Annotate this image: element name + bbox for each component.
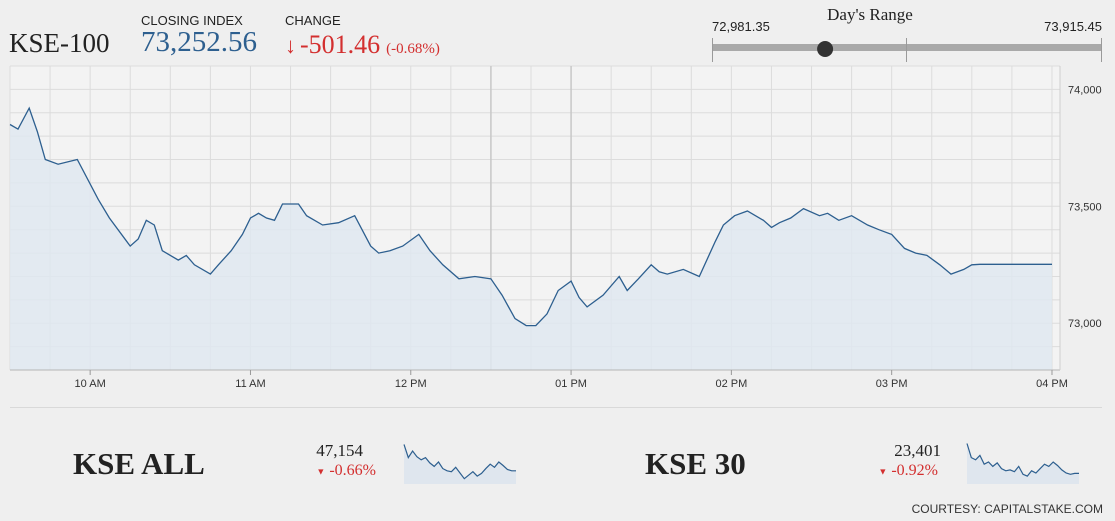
y-tick-label: 73,000 xyxy=(1068,318,1102,330)
courtesy-note: COURTESY: CAPITALSTAKE.COM xyxy=(911,502,1103,516)
kse-30-sparkline xyxy=(966,443,1079,484)
days-range-high: 73,915.45 xyxy=(1044,19,1102,34)
arrow-down-icon: ↓ xyxy=(285,33,296,58)
change-percent: (-0.68%) xyxy=(386,41,440,57)
x-tick-label: 10 AM xyxy=(75,378,106,390)
y-tick-label: 73,500 xyxy=(1068,201,1102,213)
kse-30-name: KSE 30 xyxy=(645,446,746,481)
sparkline-area xyxy=(404,444,516,484)
kse-all-change: ▼ -0.66% xyxy=(276,462,376,480)
series-area-fill xyxy=(10,108,1052,370)
range-marker-knob xyxy=(817,41,834,57)
kse-30-change-value: -0.92% xyxy=(891,462,938,479)
series-line-kse100 xyxy=(9,106,1052,327)
sparkline-line xyxy=(966,443,1079,477)
sparkline-line xyxy=(403,444,516,480)
closing-index-value: 73,252.56 xyxy=(141,26,257,58)
triangle-down-icon: ▼ xyxy=(316,466,326,477)
change-row: ↓ -501.46 (-0.68%) xyxy=(285,30,440,60)
triangle-down-icon: ▼ xyxy=(878,466,888,477)
sparkline-area xyxy=(967,443,1079,484)
kse100-intraday-chart: 10 AM 11 AM 12 PM 01 PM 02 PM 03 PM 04 PM 74,00… xyxy=(9,65,1102,390)
kse-30-change: ▼ -0.92% xyxy=(838,462,938,480)
closing-index-label: CLOSING INDEX xyxy=(141,13,243,28)
kse-all-name: KSE ALL xyxy=(73,446,205,481)
kse-30-value: 23,401 xyxy=(894,441,941,460)
y-tick-label: 74,000 xyxy=(1068,84,1102,96)
x-tick-label: 03 PM xyxy=(876,378,908,390)
x-tick-label: 01 PM xyxy=(555,378,587,390)
kse-all-sparkline xyxy=(403,444,516,484)
x-tick-label: 11 AM xyxy=(235,378,265,390)
kse-all-change-value: -0.66% xyxy=(329,462,376,479)
index-name: KSE-100 xyxy=(9,28,110,58)
kse-all-value: 47,154 xyxy=(316,441,363,460)
change-value: -501.46 xyxy=(300,30,381,59)
divider xyxy=(10,407,1102,408)
change-label: CHANGE xyxy=(285,13,341,28)
x-tick-label: 02 PM xyxy=(715,378,747,390)
days-range-low: 72,981.35 xyxy=(712,19,770,34)
days-range-title: Day's Range xyxy=(827,5,913,24)
days-range-slider xyxy=(712,38,1102,62)
x-tick-label: 12 PM xyxy=(395,378,427,390)
x-tick-label: 04 PM xyxy=(1036,378,1068,390)
